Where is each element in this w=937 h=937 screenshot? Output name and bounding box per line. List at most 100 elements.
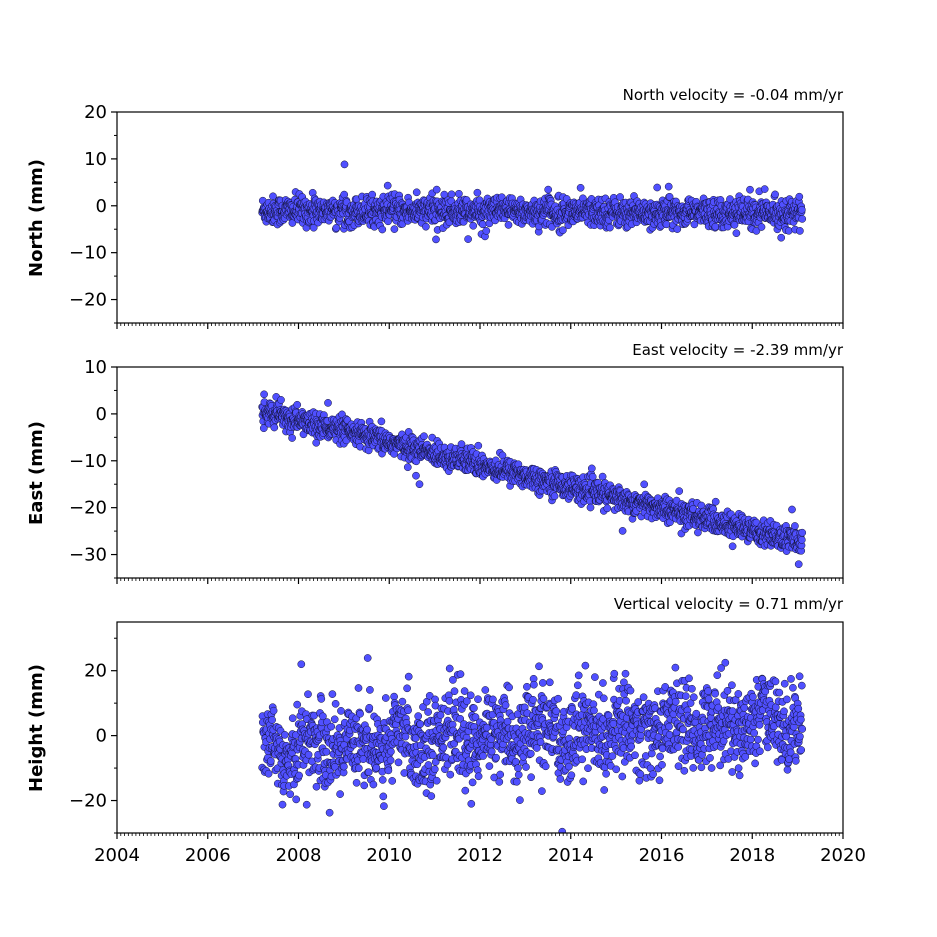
data-point: [403, 684, 411, 693]
data-point: [427, 792, 436, 800]
data-point: [673, 225, 682, 233]
north-panel: North velocity = -0.04 mm/yr North (mm) …: [26, 86, 844, 329]
data-point: [354, 764, 363, 773]
height-panel: Vertical velocity = 0.71 mm/yr Height (m…: [26, 595, 866, 880]
y-tick-label: 10: [84, 149, 107, 170]
data-point: [603, 504, 612, 513]
data-point: [468, 778, 477, 787]
data-point: [606, 223, 614, 232]
data-point: [495, 778, 504, 786]
y-tick-label: 10: [84, 357, 107, 378]
height-y-axis-label: Height (mm): [26, 664, 47, 792]
data-point: [447, 190, 456, 199]
data-point: [587, 464, 596, 473]
data-point: [616, 193, 624, 201]
data-point: [516, 796, 524, 804]
data-point: [615, 696, 624, 705]
data-point: [461, 786, 470, 795]
data-point: [797, 536, 806, 544]
data-point: [797, 205, 806, 214]
data-point: [424, 761, 433, 769]
north-x-ticks: [116, 323, 844, 329]
data-point: [505, 683, 513, 692]
data-point: [795, 192, 804, 201]
data-point: [432, 185, 441, 194]
data-point: [567, 771, 576, 780]
east-data-points: [258, 390, 807, 569]
data-point: [380, 802, 388, 810]
data-point: [752, 227, 761, 235]
data-point: [388, 777, 397, 785]
data-point: [478, 220, 487, 229]
data-point: [457, 440, 466, 448]
data-point: [711, 222, 720, 231]
data-point: [545, 678, 554, 687]
data-point: [664, 182, 673, 191]
data-point: [527, 773, 535, 782]
data-point: [479, 752, 487, 760]
data-point: [268, 716, 276, 724]
data-point: [489, 695, 497, 704]
east-panel: East velocity = -2.39 mm/yr East (mm) 10…: [26, 341, 844, 584]
data-point: [383, 181, 392, 190]
data-point: [445, 697, 454, 705]
data-point: [456, 670, 465, 678]
data-point: [439, 743, 448, 752]
y-tick-label: 20: [84, 102, 107, 123]
data-point: [796, 227, 804, 235]
data-point: [579, 777, 588, 786]
data-point: [574, 671, 583, 680]
data-point: [512, 777, 521, 786]
data-point: [416, 720, 425, 728]
data-point: [777, 233, 786, 242]
data-point: [492, 753, 500, 762]
data-point: [266, 757, 275, 765]
data-point: [591, 673, 599, 681]
data-point: [760, 185, 769, 193]
data-point: [572, 691, 581, 699]
data-point: [378, 225, 387, 234]
data-point: [618, 527, 627, 535]
data-point: [584, 764, 592, 773]
data-point: [377, 417, 386, 426]
data-point: [523, 682, 531, 691]
data-point: [609, 719, 618, 728]
data-point: [364, 768, 373, 777]
data-point: [467, 799, 476, 808]
data-point: [450, 687, 459, 696]
data-point: [288, 434, 296, 442]
data-point: [384, 766, 393, 775]
data-point: [327, 722, 336, 731]
data-point: [259, 424, 268, 433]
data-point: [665, 192, 674, 201]
data-point: [535, 662, 543, 671]
data-point: [618, 772, 627, 781]
data-point: [269, 706, 278, 715]
data-point: [600, 786, 609, 794]
data-point: [482, 227, 491, 235]
data-point: [365, 703, 374, 712]
data-point: [730, 221, 739, 229]
data-point: [340, 160, 349, 169]
data-point: [550, 492, 559, 501]
data-point: [526, 749, 535, 758]
data-point: [366, 686, 374, 694]
data-point: [363, 654, 372, 662]
data-point: [466, 691, 475, 700]
data-point: [264, 769, 273, 778]
data-point: [599, 679, 607, 687]
data-point: [771, 190, 779, 199]
data-point: [325, 808, 334, 817]
y-tick-label: −30: [69, 545, 107, 566]
data-point: [626, 686, 635, 695]
data-point: [270, 423, 279, 432]
data-point: [501, 701, 510, 710]
data-point: [602, 769, 610, 778]
data-point: [590, 706, 598, 715]
data-point: [436, 711, 445, 719]
data-point: [586, 503, 595, 512]
data-point: [380, 873, 387, 880]
data-point: [627, 742, 636, 751]
